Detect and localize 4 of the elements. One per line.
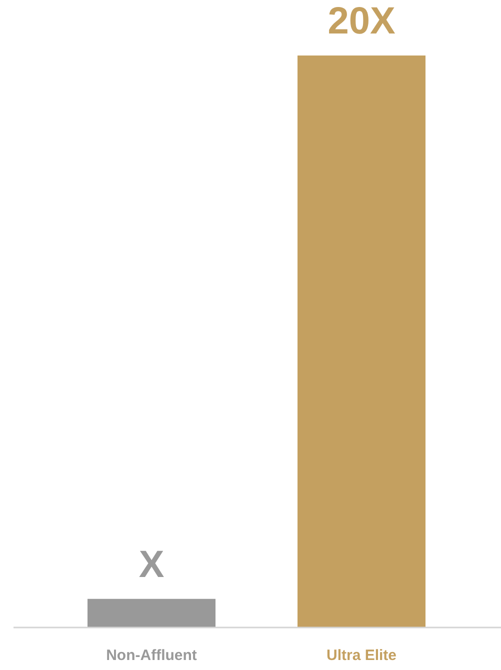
data-label: 20X [328,0,396,42]
data-label: X [138,544,165,586]
x-tick-label: Non-Affluent [106,647,197,664]
x-tick-label: Ultra Elite [326,647,397,664]
